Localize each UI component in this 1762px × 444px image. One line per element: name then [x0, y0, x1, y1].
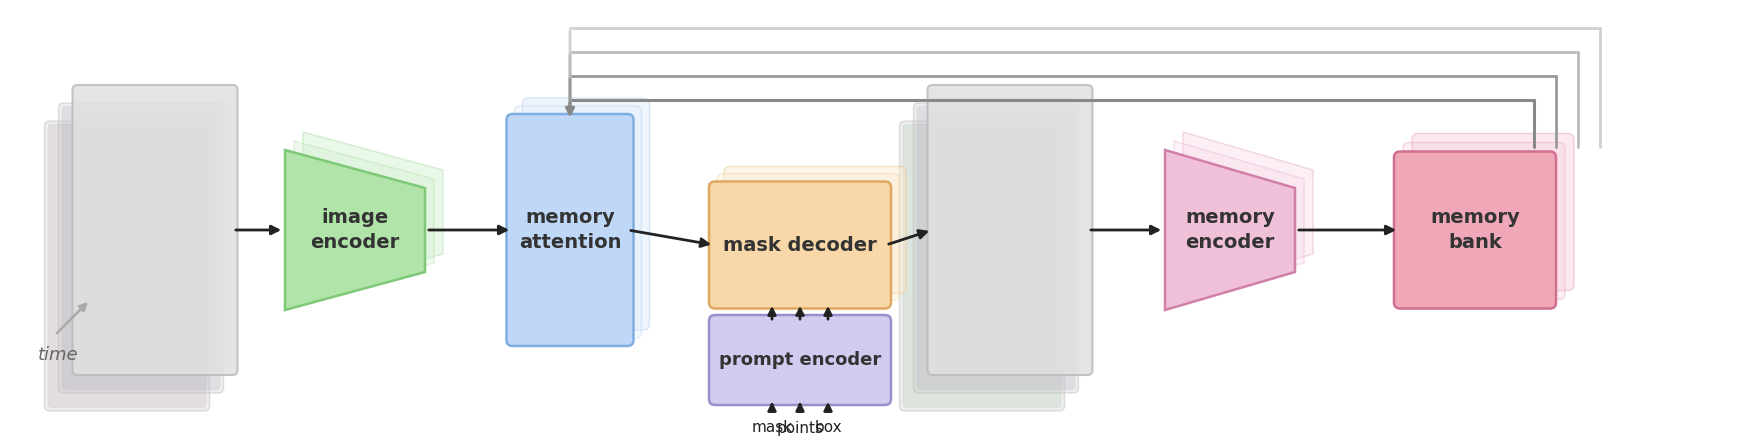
Text: memory
bank: memory bank: [1431, 208, 1521, 252]
FancyBboxPatch shape: [717, 174, 899, 301]
Text: prompt encoder: prompt encoder: [719, 351, 881, 369]
FancyBboxPatch shape: [1403, 143, 1565, 300]
FancyBboxPatch shape: [72, 85, 238, 375]
Text: memory
attention: memory attention: [518, 208, 622, 252]
FancyBboxPatch shape: [48, 124, 206, 408]
FancyBboxPatch shape: [708, 315, 892, 405]
Polygon shape: [1173, 141, 1304, 301]
FancyBboxPatch shape: [1394, 151, 1556, 309]
Text: memory
encoder: memory encoder: [1186, 208, 1276, 252]
FancyBboxPatch shape: [58, 103, 224, 393]
Polygon shape: [1182, 132, 1313, 292]
FancyBboxPatch shape: [902, 124, 1061, 408]
Text: points: points: [777, 420, 823, 436]
Text: time: time: [39, 346, 79, 364]
FancyBboxPatch shape: [44, 121, 210, 411]
FancyBboxPatch shape: [899, 121, 1064, 411]
Text: box: box: [814, 420, 842, 436]
Polygon shape: [303, 132, 442, 292]
FancyBboxPatch shape: [1411, 134, 1573, 290]
Polygon shape: [1165, 150, 1295, 310]
FancyBboxPatch shape: [724, 166, 906, 293]
FancyBboxPatch shape: [916, 107, 1075, 389]
FancyBboxPatch shape: [913, 103, 1078, 393]
Text: mask decoder: mask decoder: [722, 235, 877, 254]
FancyBboxPatch shape: [523, 98, 650, 330]
FancyBboxPatch shape: [927, 85, 1092, 375]
Text: image
encoder: image encoder: [310, 208, 400, 252]
Text: mask: mask: [751, 420, 793, 436]
FancyBboxPatch shape: [62, 107, 220, 389]
FancyBboxPatch shape: [506, 114, 634, 346]
Polygon shape: [285, 150, 425, 310]
FancyBboxPatch shape: [515, 106, 641, 338]
FancyBboxPatch shape: [708, 182, 892, 309]
Polygon shape: [294, 141, 433, 301]
